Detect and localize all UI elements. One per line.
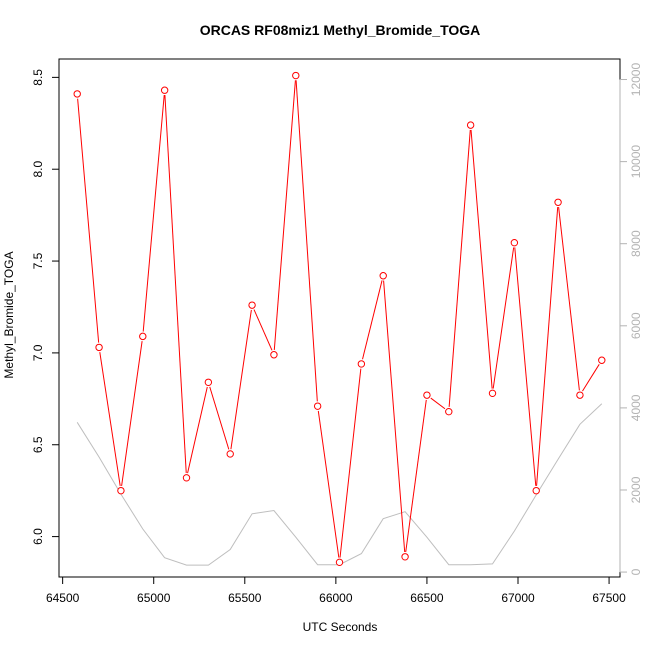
x-tick-label: 65500	[228, 591, 262, 605]
series-line-segment	[209, 386, 230, 450]
series-line-segment	[142, 94, 165, 332]
data-point	[379, 272, 387, 280]
data-point	[73, 90, 81, 98]
data-point	[226, 450, 234, 458]
data-point	[139, 332, 147, 341]
series-line-segment	[295, 80, 318, 402]
data-point	[357, 360, 366, 368]
y-tick-label: 7.0	[31, 344, 45, 361]
y-tick-label: 6.5	[31, 436, 45, 453]
series-line-segment	[99, 352, 121, 486]
secondary-y-axis: 0 2000 4000 6000 8000 10000 12000	[619, 63, 643, 575]
data-point	[270, 351, 278, 359]
data-point	[160, 86, 169, 94]
series-line-segment	[405, 399, 427, 553]
x-tick-label: 67500	[592, 591, 626, 605]
series-line-segment	[187, 386, 208, 474]
data-point	[204, 378, 213, 386]
data-point	[598, 356, 606, 364]
series-line-segment	[492, 247, 515, 389]
data-point	[248, 301, 256, 309]
y-axis-label: Methyl_Bromide_TOGA	[2, 251, 16, 378]
series-line-segment	[253, 309, 273, 351]
data-point	[117, 486, 125, 495]
series-line-segment	[77, 98, 100, 343]
x-tick-label: 66000	[319, 591, 353, 605]
series-line-segment	[536, 207, 559, 486]
y2-tick-label: 10000	[629, 145, 643, 179]
x-axis-label: UTC Seconds	[303, 620, 378, 634]
data-point	[335, 558, 344, 567]
series-line-segment	[383, 280, 406, 553]
x-tick-label: 66500	[410, 591, 444, 605]
data-point	[510, 238, 519, 247]
y2-tick-label: 2000	[629, 476, 643, 503]
x-axis: 64500 65000 65500 66000 66500 67000 67500	[46, 576, 626, 605]
data-point	[532, 486, 540, 495]
data-point	[95, 343, 103, 352]
data-point	[576, 391, 584, 399]
data-point	[488, 389, 497, 398]
series-line-segment	[273, 80, 296, 350]
series-line-segment	[362, 280, 383, 360]
series-line-segment	[339, 368, 362, 558]
y-axis: 6.0 6.5 7.0 7.5 8.0 8.5	[31, 69, 60, 545]
series-line-segment	[470, 129, 493, 389]
series-line-segment	[558, 206, 580, 391]
series-layer	[73, 71, 606, 567]
series-line-segment	[448, 129, 471, 407]
y2-tick-label: 6000	[629, 312, 643, 339]
y-tick-label: 7.5	[31, 252, 45, 269]
series-line-segment	[121, 341, 143, 486]
y2-tick-label: 12000	[629, 63, 643, 97]
data-point	[182, 474, 191, 482]
x-tick-label: 64500	[46, 591, 80, 605]
x-tick-label: 65000	[137, 591, 171, 605]
data-point	[423, 391, 431, 399]
y2-tick-label: 4000	[629, 394, 643, 421]
y-tick-label: 8.5	[31, 69, 45, 86]
series-line-segment	[430, 397, 446, 410]
y2-tick-label: 8000	[629, 230, 643, 257]
series-line-segment	[230, 309, 252, 450]
chart-title: ORCAS RF08miz1 Methyl_Bromide_TOGA	[200, 22, 481, 38]
data-point	[401, 553, 409, 561]
y-tick-label: 6.0	[31, 528, 45, 545]
y-tick-label: 8.0	[31, 161, 45, 178]
x-tick-label: 67000	[501, 591, 535, 605]
data-point	[292, 71, 300, 80]
series-line-segment	[582, 364, 600, 392]
series-line-segment	[164, 94, 187, 474]
data-point	[445, 407, 453, 416]
series-line-segment	[514, 247, 537, 486]
series-line-segment	[317, 410, 340, 558]
data-point	[466, 121, 475, 129]
data-point	[313, 402, 322, 410]
data-point	[554, 198, 562, 206]
y2-tick-label: 0	[629, 568, 643, 575]
